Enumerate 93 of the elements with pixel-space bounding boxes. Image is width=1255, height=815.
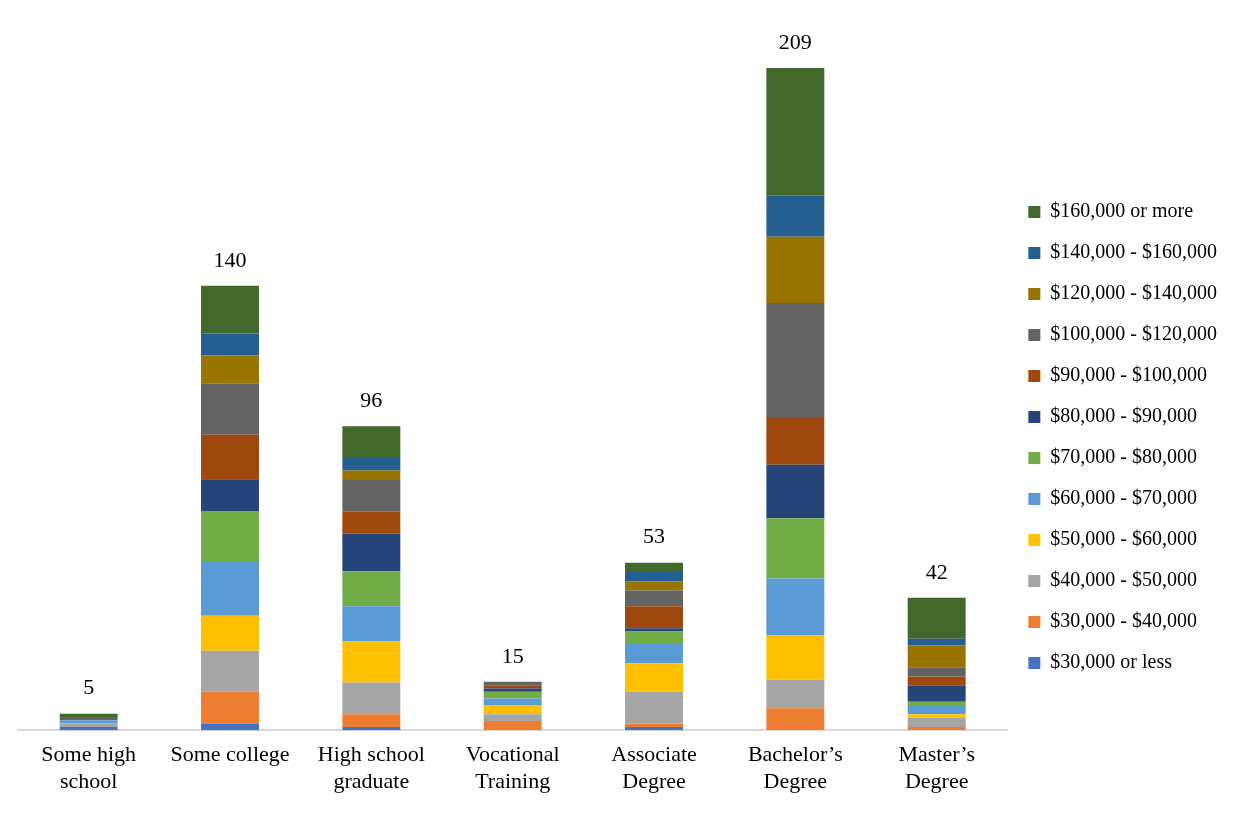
bar — [907, 638, 966, 646]
annotation: 15 — [501, 642, 524, 668]
legend-label: $100,000 - $120,000 — [1050, 322, 1218, 345]
bar — [625, 663, 683, 692]
bar — [625, 562, 683, 572]
legend-label: $160,000 or more — [1050, 199, 1194, 222]
bar — [625, 644, 683, 664]
annotation: 209 — [778, 28, 812, 54]
bar — [483, 705, 542, 715]
annotation: 53 — [643, 523, 665, 549]
bar — [483, 720, 542, 731]
x-tick-label: Bachelor’s Degree — [747, 741, 843, 793]
bar — [201, 479, 259, 512]
legend-label: $120,000 - $140,000 — [1050, 281, 1218, 304]
x-tick-label: Master’s Degree — [898, 741, 975, 793]
bar — [342, 511, 401, 534]
bar — [907, 667, 966, 677]
bar — [483, 698, 542, 706]
annotation: 5 — [83, 674, 95, 700]
bar — [201, 333, 259, 356]
annotation: 140 — [213, 246, 247, 272]
annotation: 96 — [360, 387, 383, 413]
legend-label: $80,000 - $90,000 — [1050, 404, 1198, 427]
bar — [766, 679, 825, 709]
bar — [342, 726, 401, 731]
bar — [342, 571, 401, 607]
legend-label: $60,000 - $70,000 — [1050, 486, 1198, 509]
legend-label: $90,000 - $100,000 — [1050, 363, 1208, 386]
legend-label: $50,000 - $60,000 — [1050, 527, 1198, 550]
annotation: 42 — [925, 558, 948, 584]
bar — [201, 434, 259, 480]
bar — [201, 285, 259, 334]
bar — [201, 691, 259, 724]
bar — [483, 681, 542, 686]
bar — [625, 606, 683, 629]
bar — [342, 426, 401, 459]
bar — [907, 705, 966, 715]
bar — [907, 645, 966, 668]
bar — [59, 726, 118, 731]
legend-label: $40,000 - $50,000 — [1050, 568, 1198, 591]
bar — [625, 723, 683, 727]
bar — [483, 714, 542, 721]
bar — [342, 714, 401, 727]
bar — [342, 533, 401, 572]
bar — [625, 691, 683, 724]
bar — [907, 701, 966, 706]
legend-label: $140,000 - $160,000 — [1050, 240, 1218, 263]
bar — [907, 597, 966, 639]
bar — [766, 635, 825, 680]
bar — [483, 691, 542, 699]
legend-label: $70,000 - $80,000 — [1050, 445, 1198, 468]
bar — [59, 713, 118, 717]
bar — [766, 68, 825, 196]
bar — [201, 355, 259, 384]
bar — [201, 723, 259, 731]
bar — [342, 479, 401, 512]
bar — [625, 726, 683, 731]
bar — [201, 511, 259, 562]
bar — [766, 518, 825, 579]
bar — [766, 708, 825, 731]
x-tick-label: High school graduate — [317, 741, 425, 793]
bar — [625, 628, 683, 632]
legend-label: $30,000 or less — [1050, 650, 1173, 673]
bar — [625, 590, 683, 607]
bar — [201, 383, 259, 435]
bar — [59, 716, 118, 721]
bar — [907, 714, 966, 718]
bar — [766, 303, 825, 417]
x-tick-label: Associate Degree — [611, 741, 697, 793]
bar — [766, 236, 825, 304]
bar — [342, 470, 401, 480]
bar — [766, 195, 825, 237]
x-tick-label: Some college — [170, 741, 290, 767]
bar — [625, 581, 683, 591]
bar — [907, 717, 966, 727]
x-tick-label: Some high school — [41, 741, 137, 793]
bar — [907, 676, 966, 686]
bar — [342, 606, 401, 642]
bar — [766, 416, 825, 465]
bar — [907, 685, 966, 702]
x-tick-label: Vocational Training — [465, 741, 560, 793]
bar — [201, 562, 259, 616]
bar — [342, 682, 401, 715]
bar — [342, 641, 401, 683]
bar — [201, 615, 259, 651]
bar — [907, 726, 966, 731]
bar — [766, 578, 825, 636]
legend-label: $30,000 - $40,000 — [1050, 609, 1198, 632]
bar — [201, 650, 259, 692]
bar — [625, 631, 683, 645]
bar — [625, 571, 683, 582]
bar — [342, 458, 401, 471]
bar — [766, 464, 825, 519]
